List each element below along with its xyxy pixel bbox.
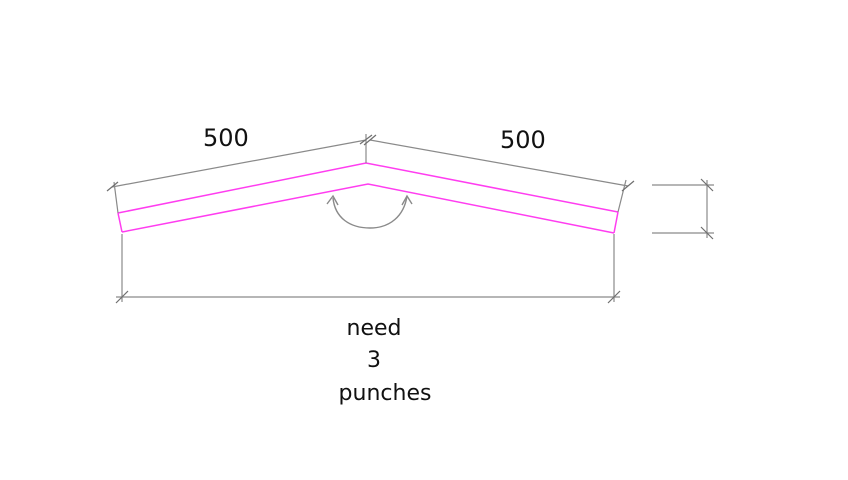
right-extension-line bbox=[617, 179, 627, 213]
angle-arc-arrow-left bbox=[326, 194, 339, 206]
height-tick-bottom bbox=[700, 226, 714, 240]
angle-arc-arrow-right bbox=[401, 194, 413, 206]
bent-part-outline bbox=[117, 162, 619, 234]
note-line-need: need bbox=[347, 316, 402, 341]
part-left-end bbox=[117, 212, 123, 233]
overall-tick-right bbox=[607, 290, 621, 304]
right-length-label: 500 bbox=[500, 126, 546, 154]
punch-note: need 3 punches bbox=[339, 316, 432, 406]
left-extension-line-outer bbox=[113, 181, 119, 214]
height-tick-top bbox=[700, 178, 714, 192]
right-length-dimension: 500 bbox=[363, 126, 635, 213]
right-dimension-tick-start bbox=[363, 134, 377, 146]
left-length-label: 500 bbox=[203, 124, 249, 152]
left-length-dimension: 500 bbox=[106, 124, 373, 214]
overall-tick-left bbox=[115, 290, 129, 304]
part-inner-edge bbox=[121, 183, 615, 234]
note-line-count: 3 bbox=[367, 348, 381, 373]
left-dimension-tick-end bbox=[359, 134, 373, 145]
angle-arc bbox=[332, 195, 408, 229]
part-right-end bbox=[613, 211, 619, 234]
left-dimension-tick-start bbox=[106, 181, 119, 192]
height-dimension bbox=[652, 178, 714, 240]
note-line-punches: punches bbox=[339, 381, 432, 406]
right-dimension-tick-end bbox=[621, 180, 635, 192]
right-dimension-line bbox=[369, 139, 629, 187]
bend-angle-indicator bbox=[326, 194, 413, 229]
left-dimension-line bbox=[111, 139, 367, 188]
overall-width-dimension bbox=[115, 234, 621, 304]
